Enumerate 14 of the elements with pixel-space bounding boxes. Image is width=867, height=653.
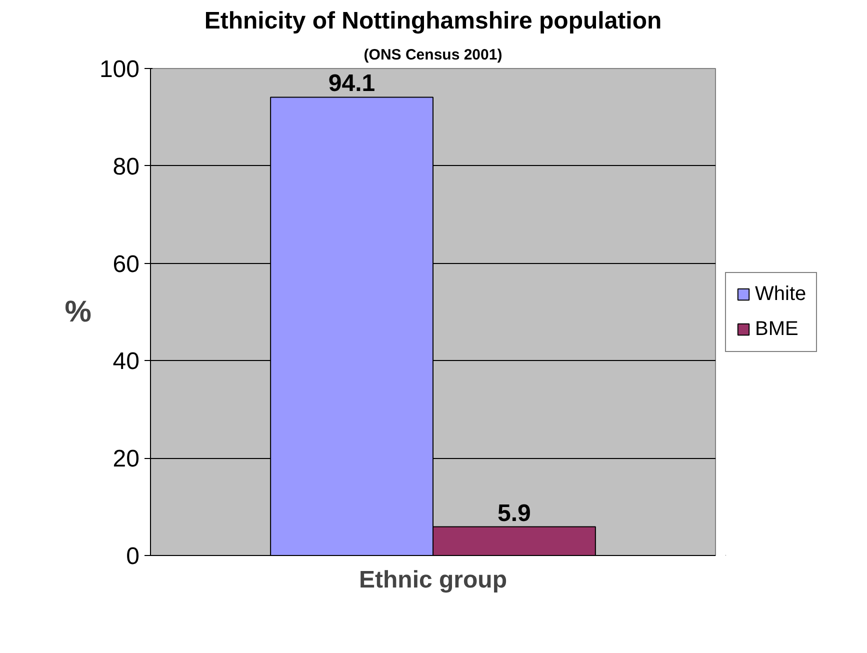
chart-subtitle: (ONS Census 2001): [364, 46, 502, 64]
chart-title: Ethnicity of Nottinghamshire population: [204, 8, 662, 34]
data-label: 5.9: [498, 500, 531, 527]
y-tick-label: 40: [112, 348, 140, 376]
y-axis-title: %: [64, 296, 92, 328]
data-label: 94.1: [328, 70, 376, 98]
legend-label: White: [755, 282, 806, 306]
y-tick-label: 0: [126, 543, 140, 570]
y-tick-label: 100: [99, 56, 140, 83]
legend-label: BME: [755, 318, 798, 340]
y-tick-label: 60: [112, 250, 140, 278]
y-tick-label: 20: [112, 446, 140, 473]
x-axis-title: Ethnic group: [359, 566, 507, 594]
y-tick-label: 80: [112, 153, 140, 180]
